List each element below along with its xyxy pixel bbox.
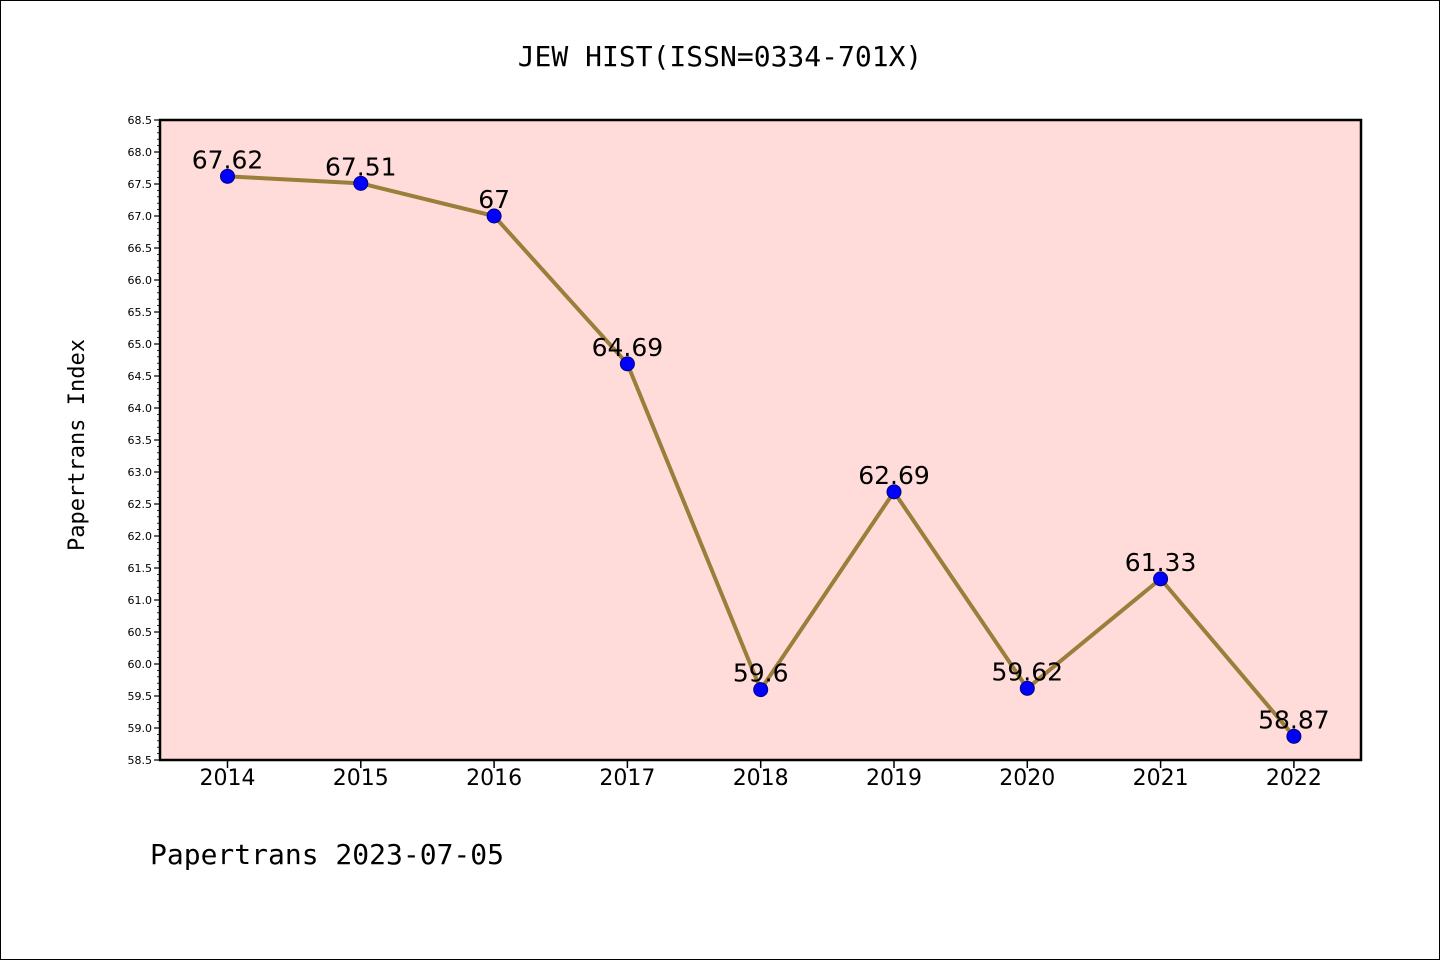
- data-label: 59.6: [733, 659, 789, 688]
- y-axis-label: Papertrans Index: [65, 339, 90, 551]
- x-tick-label: 2020: [999, 766, 1055, 791]
- y-tick-label: 63.5: [128, 434, 153, 447]
- chart-title: JEW HIST(ISSN=0334-701X): [518, 40, 923, 73]
- data-label: 59.62: [992, 657, 1064, 686]
- footer-source: Papertrans 2023-07-05: [150, 838, 504, 871]
- data-point: [1286, 728, 1302, 744]
- y-tick-label: 58.5: [128, 754, 153, 767]
- data-label: 58.87: [1258, 705, 1330, 734]
- data-label: 67.51: [325, 152, 397, 181]
- y-tick-label: 68.5: [128, 114, 153, 127]
- y-tick-label: 66.5: [128, 242, 153, 255]
- y-tick-label: 62.0: [128, 530, 153, 543]
- y-tick-label: 61.0: [128, 594, 153, 607]
- data-label: 67: [478, 185, 510, 214]
- data-label: 67.62: [192, 145, 264, 174]
- x-axis: 2014 2015 2016 2017 2018 2019 2020 2021 2022: [200, 760, 1322, 791]
- data-point: [886, 484, 902, 500]
- data-point: [1019, 680, 1035, 696]
- y-tick-label: 64.5: [128, 370, 153, 383]
- x-tick-label: 2019: [866, 766, 922, 791]
- data-point: [220, 168, 235, 184]
- x-tick-label: 2014: [200, 766, 256, 791]
- y-tick-label: 67.0: [128, 210, 153, 223]
- data-label: 61.33: [1125, 548, 1197, 577]
- y-tick-label: 60.5: [128, 626, 153, 639]
- plot-border: [158, 118, 1363, 762]
- x-tick-label: 2018: [733, 766, 789, 791]
- data-point: [619, 356, 635, 372]
- y-tick-label: 64.0: [128, 402, 153, 415]
- data-point: [353, 175, 369, 191]
- x-tick-label: 2021: [1133, 766, 1189, 791]
- y-tick-label: 62.5: [128, 498, 153, 511]
- data-point: [486, 208, 502, 224]
- y-tick-label: 59.5: [128, 690, 153, 703]
- x-tick-label: 2022: [1266, 766, 1322, 791]
- y-tick-label: 60.0: [128, 658, 153, 671]
- y-tick-label: 68.0: [128, 146, 153, 159]
- x-tick-label: 2017: [599, 766, 655, 791]
- y-tick-label: 61.5: [128, 562, 153, 575]
- x-tick-label: 2016: [466, 766, 522, 791]
- data-point: [753, 682, 769, 698]
- y-tick-label: 65.5: [128, 306, 153, 319]
- x-tick-label: 2015: [333, 766, 389, 791]
- y-tick-label: 63.0: [128, 466, 153, 479]
- y-tick-label: 59.0: [128, 722, 153, 735]
- data-point: [1153, 571, 1169, 587]
- y-tick-label: 65.0: [128, 338, 153, 351]
- plot-area: [160, 120, 1361, 760]
- y-axis: 58.5 59.0 59.5 60.0 60.5 61.0 61.5 62.0 62.5 63.0…: [128, 114, 160, 767]
- y-tick-label: 66.0: [128, 274, 153, 287]
- data-label: 64.69: [592, 333, 664, 362]
- data-label: 62.69: [858, 461, 930, 490]
- series: 67.62 67.51 67 64.69 59.6 62.69 59.62 61.33 58.8…: [192, 145, 1330, 744]
- y-tick-label: 67.5: [128, 178, 153, 191]
